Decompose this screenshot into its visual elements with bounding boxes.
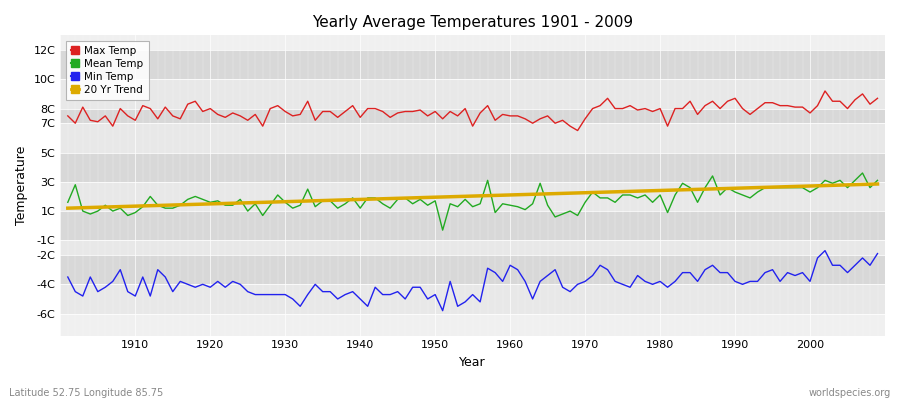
Bar xyxy=(60,50,885,79)
Bar xyxy=(60,255,885,284)
Bar xyxy=(60,123,885,152)
Bar xyxy=(60,79,885,108)
Title: Yearly Average Temperatures 1901 - 2009: Yearly Average Temperatures 1901 - 2009 xyxy=(312,15,634,30)
Text: Latitude 52.75 Longitude 85.75: Latitude 52.75 Longitude 85.75 xyxy=(9,388,163,398)
Text: worldspecies.org: worldspecies.org xyxy=(809,388,891,398)
Bar xyxy=(60,108,885,123)
Bar xyxy=(60,240,885,255)
X-axis label: Year: Year xyxy=(459,356,486,369)
Bar xyxy=(60,284,885,314)
Bar xyxy=(60,152,885,182)
Bar xyxy=(60,211,885,240)
Legend: Max Temp, Mean Temp, Min Temp, 20 Yr Trend: Max Temp, Mean Temp, Min Temp, 20 Yr Tre… xyxy=(66,40,148,100)
Bar xyxy=(60,182,885,211)
Y-axis label: Temperature: Temperature xyxy=(15,146,28,225)
